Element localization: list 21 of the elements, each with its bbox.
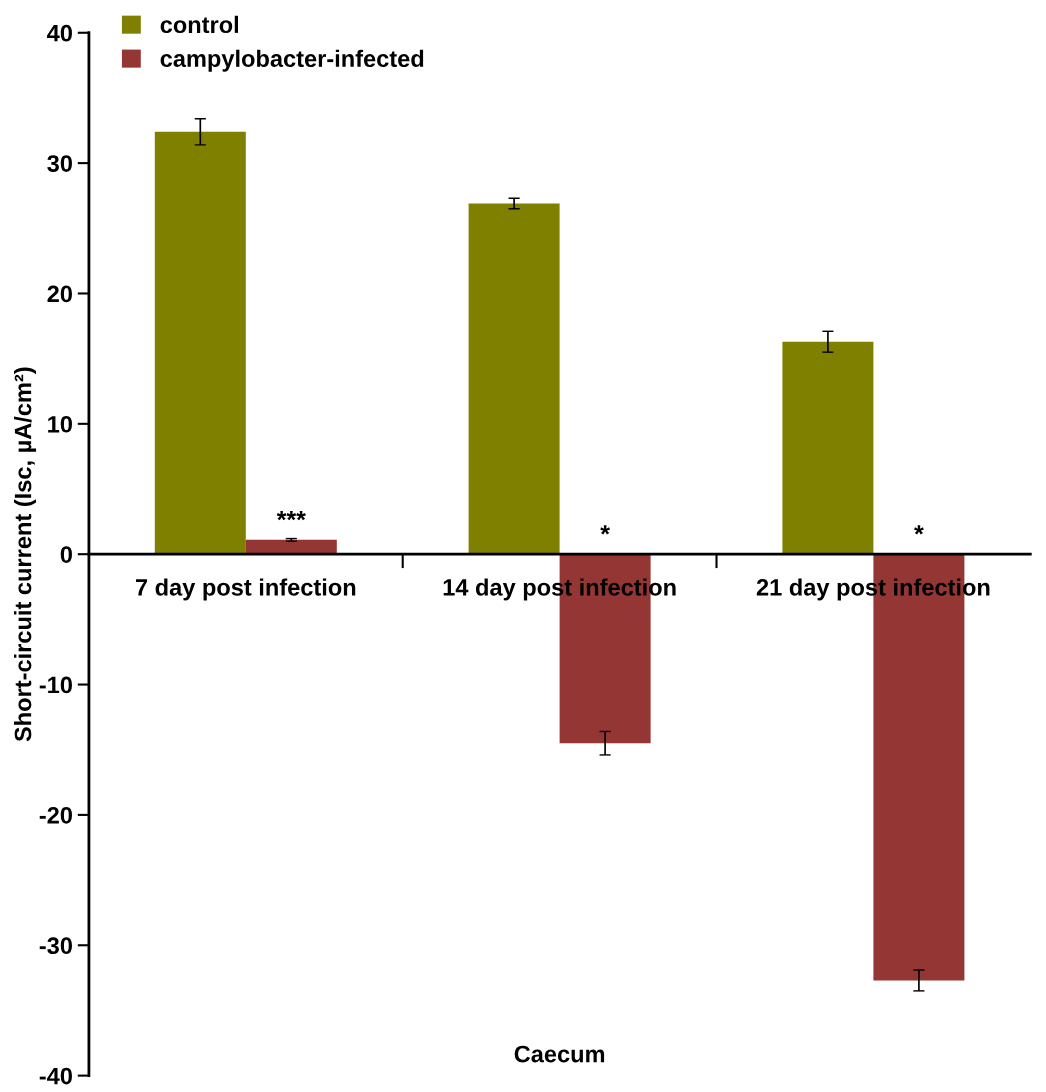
annotation: *	[600, 525, 610, 535]
y-tick-label: 0	[60, 546, 72, 563]
bar	[154, 131, 246, 555]
y-tick-label: -30	[39, 937, 72, 955]
legend-label: control	[160, 15, 239, 34]
bar	[782, 341, 874, 555]
y-tick-label: -40	[39, 1067, 72, 1085]
y-tick-label: -10	[39, 676, 72, 694]
y-tick-label: -20	[39, 806, 72, 824]
legend-label: campylobacter-infected	[160, 49, 424, 72]
annotation: ***	[276, 510, 306, 521]
bar	[468, 203, 560, 555]
y-axis-title: Short-circuit current (Isc, µA/cm²)	[14, 367, 37, 742]
y-tick-label: 40	[47, 24, 72, 42]
annotation: *	[914, 525, 924, 535]
bar	[245, 539, 337, 555]
y-tick-label: 30	[47, 155, 72, 172]
y-tick-label: 10	[48, 415, 72, 433]
x-axis-title: Caecum	[514, 1045, 605, 1063]
x-tick-label: 7 day post infection	[135, 578, 356, 601]
y-tick-label: 20	[47, 285, 72, 303]
